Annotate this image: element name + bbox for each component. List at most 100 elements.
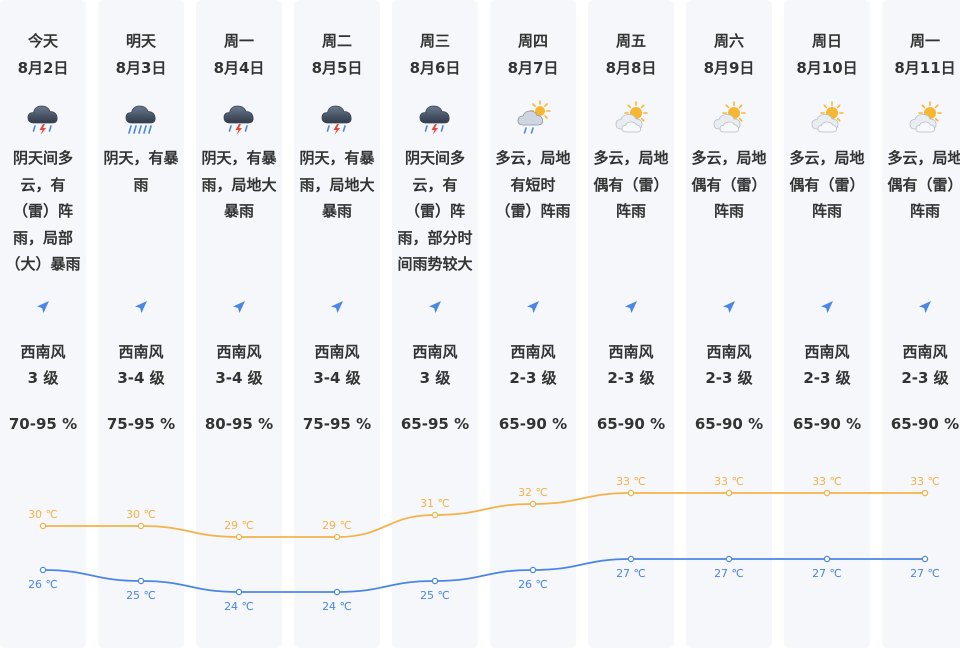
wind-level: 2-3 级 [509, 369, 557, 387]
low-temp-label: 25 ℃ [126, 589, 156, 602]
day-column: 周五 8月8日 多云，局地 偶有（雷） 阵雨 西南风 2-3 级 65-90 % [588, 0, 674, 648]
day-name: 周五 [615, 32, 646, 50]
high-temp-point [333, 533, 341, 541]
description-line: 雨，局部 [12, 228, 73, 247]
high-temp-point [529, 500, 537, 508]
high-temp-label: 29 ℃ [322, 519, 352, 532]
wind-direction-arrow-icon [723, 301, 735, 313]
thunderstorm-rain-icon [223, 105, 254, 135]
wind-direction-arrow-icon [331, 301, 343, 313]
thunderstorm-rain-icon [27, 105, 58, 135]
wind-level: 2-3 级 [607, 369, 655, 387]
day-column: 周四 8月7日 多云，局地 有短时 （雷）阵雨 西南风 2-3 级 65-90 % [490, 0, 576, 648]
description-line: 阴天，有暴 [201, 149, 277, 167]
description-line: 偶有（雷） [789, 175, 865, 194]
high-temp-point [137, 522, 145, 530]
low-temp-label: 27 ℃ [616, 567, 646, 580]
wind-direction: 西南风 [314, 343, 360, 361]
high-temp-point [921, 489, 929, 497]
low-temp-point [137, 577, 145, 585]
description-line: （雷）阵 [12, 202, 73, 220]
description-line: 多云，局地 [789, 149, 865, 167]
humidity-range: 65-95 % [400, 415, 470, 433]
humidity-range: 65-90 % [498, 415, 568, 433]
weather-description: 阴天间多 云，有 （雷）阵 雨，部分时 间雨势较大 [392, 145, 478, 278]
weather-description: 多云，局地偶有（雷） 阵雨 [784, 145, 870, 225]
wind-direction: 西南风 [412, 343, 458, 361]
description-line: 暴雨 [321, 202, 352, 220]
wind-level: 2-3 级 [901, 369, 949, 387]
description-line: 阵雨 [811, 202, 842, 220]
day-column: 今天 8月2日 阴天间多 云，有 （雷）阵 雨，局部 （大）暴雨 西南风 3 级 70-… [0, 0, 86, 648]
low-temp-label: 27 ℃ [812, 567, 842, 580]
description-line: 多云，局地 [495, 149, 571, 167]
description-line: 阴天，有暴 [299, 149, 375, 167]
low-temp-label: 24 ℃ [322, 600, 352, 613]
high-temp-label: 33 ℃ [910, 475, 940, 488]
date-label: 8月2日 [17, 59, 69, 77]
description-line: 偶有（雷） [691, 175, 767, 194]
description-line: （雷）阵 [404, 202, 465, 220]
high-temp-label: 33 ℃ [714, 475, 744, 488]
wind-direction-arrow-icon [37, 301, 49, 313]
wind-level: 3 级 [419, 369, 451, 387]
day-name: 周三 [419, 32, 450, 50]
thunderstorm-rain-icon [321, 105, 352, 135]
day-name: 周一 [909, 32, 940, 50]
wind-direction-arrow-icon [233, 301, 245, 313]
low-temp-label: 27 ℃ [714, 567, 744, 580]
day-name: 周六 [713, 32, 744, 50]
date-label: 8月3日 [115, 59, 167, 77]
date-label: 8月6日 [409, 59, 461, 77]
description-line: 阴天间多 [404, 149, 465, 167]
sun-shower-icon [517, 100, 551, 134]
humidity-range: 65-90 % [694, 415, 764, 433]
weather-description: 多云，局地 偶有（雷） 阵雨 [882, 145, 960, 225]
low-temp-point [725, 555, 733, 563]
humidity-range: 75-95 % [106, 415, 176, 433]
weather-description: 多云，局地 偶有（雷） 阵雨 [686, 145, 772, 225]
high-temp-label: 30 ℃ [28, 508, 58, 521]
description-line: 雨 [133, 175, 149, 194]
day-name: 周一 [223, 32, 254, 50]
description-line: 云，有 [412, 175, 458, 194]
weather-description: 多云，局地 偶有（雷） 阵雨 [588, 145, 674, 225]
description-line: 暴雨 [223, 202, 254, 220]
partly-cloudy-icon [713, 101, 746, 133]
weather-description: 阴天，有暴雨 [98, 145, 184, 198]
day-name: 今天 [27, 32, 58, 50]
high-temp-label: 30 ℃ [126, 508, 156, 521]
humidity-range: 70-95 % [8, 415, 78, 433]
wind-direction: 西南风 [118, 343, 164, 361]
low-temp-point [235, 588, 243, 596]
high-temp-label: 32 ℃ [518, 486, 548, 499]
wind-direction-arrow-icon [919, 301, 931, 313]
high-temp-point [235, 533, 243, 541]
partly-cloudy-icon [909, 101, 942, 133]
description-line: 云，有 [20, 175, 66, 194]
wind-direction: 西南风 [216, 343, 262, 361]
low-temp-label: 27 ℃ [910, 567, 940, 580]
description-line: 雨，局地大 [299, 175, 375, 194]
wind-direction-arrow-icon [625, 301, 637, 313]
day-name: 周四 [517, 32, 548, 50]
high-temp-label: 31 ℃ [420, 497, 450, 510]
date-label: 8月8日 [605, 59, 657, 77]
description-line: 雨，局地大 [201, 175, 277, 194]
day-column: 周日 8月10日 多云，局地 偶有（雷） 阵雨 西南风 2-3 级 65-90 % [784, 0, 870, 648]
high-temp-point [725, 489, 733, 497]
description-line: 偶有（雷） [887, 175, 960, 194]
high-temp-label: 29 ℃ [224, 519, 254, 532]
wind-level: 2-3 级 [705, 369, 753, 387]
wind-direction: 西南风 [608, 343, 654, 361]
description-line: 阵雨 [615, 202, 646, 220]
description-line: 间雨势较大 [397, 255, 473, 273]
date-label: 8月7日 [507, 59, 559, 77]
wind-direction: 西南风 [902, 343, 948, 361]
weather-description: 多云，局地 有短时 （雷）阵雨 [490, 145, 576, 225]
description-line: 阴天间多 [12, 149, 73, 167]
day-column: 周一 8月11日 多云，局地 偶有（雷） 阵雨 西南风 2-3 级 65-90 % [882, 0, 960, 648]
wind-direction: 西南风 [510, 343, 556, 361]
day-column: 周六 8月9日 多云，局地 偶有（雷） 阵雨 西南风 2-3 级 65-90 % [686, 0, 772, 648]
